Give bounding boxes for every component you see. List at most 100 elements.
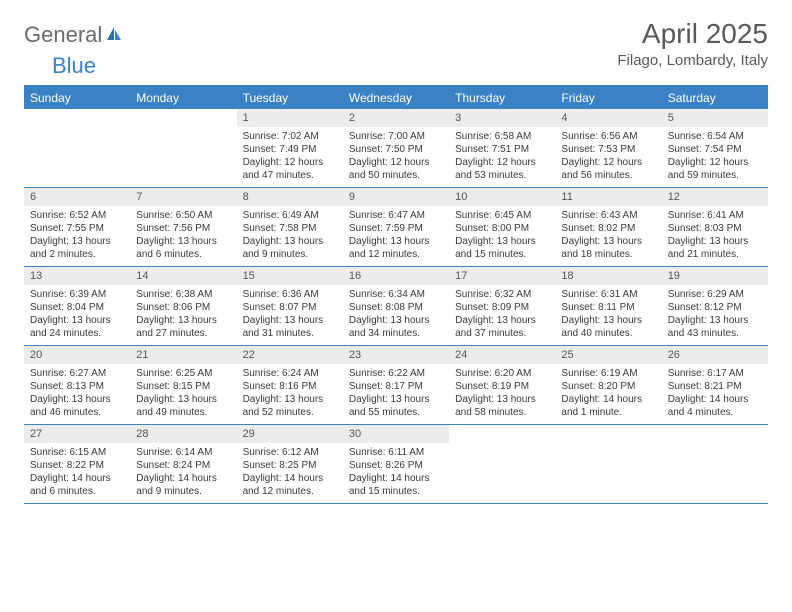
day1-text: Daylight: 13 hours [136,393,230,406]
day-body: Sunrise: 6:24 AMSunset: 8:16 PMDaylight:… [237,364,343,423]
sunrise-text: Sunrise: 6:17 AM [668,367,762,380]
day2-text: and 6 minutes. [30,485,124,498]
day-body: Sunrise: 7:00 AMSunset: 7:50 PMDaylight:… [343,127,449,186]
day-cell: 30Sunrise: 6:11 AMSunset: 8:26 PMDayligh… [343,425,449,503]
day1-text: Daylight: 13 hours [668,235,762,248]
dayname-friday: Friday [555,87,661,109]
sunrise-text: Sunrise: 6:56 AM [561,130,655,143]
day1-text: Daylight: 12 hours [561,156,655,169]
day-number: 17 [449,267,555,285]
day-cell: 4Sunrise: 6:56 AMSunset: 7:53 PMDaylight… [555,109,661,187]
day2-text: and 15 minutes. [455,248,549,261]
day-number: 4 [555,109,661,127]
day1-text: Daylight: 13 hours [30,314,124,327]
day1-text: Daylight: 13 hours [561,235,655,248]
day1-text: Daylight: 13 hours [455,393,549,406]
day-cell: 2Sunrise: 7:00 AMSunset: 7:50 PMDaylight… [343,109,449,187]
day1-text: Daylight: 14 hours [30,472,124,485]
day-body: Sunrise: 6:19 AMSunset: 8:20 PMDaylight:… [555,364,661,423]
sunset-text: Sunset: 8:00 PM [455,222,549,235]
day-number: 21 [130,346,236,364]
day2-text: and 24 minutes. [30,327,124,340]
sunrise-text: Sunrise: 6:43 AM [561,209,655,222]
day1-text: Daylight: 14 hours [349,472,443,485]
day1-text: Daylight: 13 hours [30,235,124,248]
week-row: 6Sunrise: 6:52 AMSunset: 7:55 PMDaylight… [24,188,768,267]
sunrise-text: Sunrise: 7:00 AM [349,130,443,143]
day1-text: Daylight: 13 hours [349,393,443,406]
day-body: Sunrise: 6:43 AMSunset: 8:02 PMDaylight:… [555,206,661,265]
day2-text: and 31 minutes. [243,327,337,340]
day2-text: and 12 minutes. [243,485,337,498]
sunrise-text: Sunrise: 6:39 AM [30,288,124,301]
day-cell: 12Sunrise: 6:41 AMSunset: 8:03 PMDayligh… [662,188,768,266]
day-body: Sunrise: 6:50 AMSunset: 7:56 PMDaylight:… [130,206,236,265]
dayname-saturday: Saturday [662,87,768,109]
sunrise-text: Sunrise: 6:31 AM [561,288,655,301]
day-body: Sunrise: 6:14 AMSunset: 8:24 PMDaylight:… [130,443,236,502]
day-cell: 24Sunrise: 6:20 AMSunset: 8:19 PMDayligh… [449,346,555,424]
sunset-text: Sunset: 8:07 PM [243,301,337,314]
day2-text: and 43 minutes. [668,327,762,340]
logo-sail-icon [105,25,123,48]
dayname-sunday: Sunday [24,87,130,109]
sunrise-text: Sunrise: 6:34 AM [349,288,443,301]
week-row: 20Sunrise: 6:27 AMSunset: 8:13 PMDayligh… [24,346,768,425]
day-cell: 28Sunrise: 6:14 AMSunset: 8:24 PMDayligh… [130,425,236,503]
sunset-text: Sunset: 7:51 PM [455,143,549,156]
dayname-wednesday: Wednesday [343,87,449,109]
day-body: Sunrise: 6:32 AMSunset: 8:09 PMDaylight:… [449,285,555,344]
day-number: 9 [343,188,449,206]
day-cell: 17Sunrise: 6:32 AMSunset: 8:09 PMDayligh… [449,267,555,345]
day-number: 22 [237,346,343,364]
sunrise-text: Sunrise: 6:32 AM [455,288,549,301]
day-number: 6 [24,188,130,206]
page-title: April 2025 [617,18,768,50]
sunset-text: Sunset: 7:49 PM [243,143,337,156]
day-number: 2 [343,109,449,127]
day-cell: 29Sunrise: 6:12 AMSunset: 8:25 PMDayligh… [237,425,343,503]
day-cell: 27Sunrise: 6:15 AMSunset: 8:22 PMDayligh… [24,425,130,503]
sunrise-text: Sunrise: 6:14 AM [136,446,230,459]
day-cell: 21Sunrise: 6:25 AMSunset: 8:15 PMDayligh… [130,346,236,424]
day2-text: and 21 minutes. [668,248,762,261]
location-subtitle: Filago, Lombardy, Italy [617,52,768,69]
day2-text: and 40 minutes. [561,327,655,340]
sunrise-text: Sunrise: 6:25 AM [136,367,230,380]
week-row: 1Sunrise: 7:02 AMSunset: 7:49 PMDaylight… [24,109,768,188]
day-cell: 25Sunrise: 6:19 AMSunset: 8:20 PMDayligh… [555,346,661,424]
blank-cell [24,109,130,187]
day-cell: 5Sunrise: 6:54 AMSunset: 7:54 PMDaylight… [662,109,768,187]
day-cell: 18Sunrise: 6:31 AMSunset: 8:11 PMDayligh… [555,267,661,345]
day-body: Sunrise: 6:22 AMSunset: 8:17 PMDaylight:… [343,364,449,423]
day-body: Sunrise: 6:56 AMSunset: 7:53 PMDaylight:… [555,127,661,186]
sunrise-text: Sunrise: 6:15 AM [30,446,124,459]
day-body: Sunrise: 6:17 AMSunset: 8:21 PMDaylight:… [662,364,768,423]
day1-text: Daylight: 13 hours [243,393,337,406]
sunset-text: Sunset: 8:02 PM [561,222,655,235]
sunrise-text: Sunrise: 6:49 AM [243,209,337,222]
day-cell: 11Sunrise: 6:43 AMSunset: 8:02 PMDayligh… [555,188,661,266]
sunset-text: Sunset: 8:04 PM [30,301,124,314]
blank-cell [555,425,661,503]
day-number: 11 [555,188,661,206]
sunrise-text: Sunrise: 6:20 AM [455,367,549,380]
day1-text: Daylight: 14 hours [668,393,762,406]
day-body: Sunrise: 6:15 AMSunset: 8:22 PMDaylight:… [24,443,130,502]
day-body: Sunrise: 6:52 AMSunset: 7:55 PMDaylight:… [24,206,130,265]
day-body: Sunrise: 6:36 AMSunset: 8:07 PMDaylight:… [237,285,343,344]
day1-text: Daylight: 13 hours [349,235,443,248]
sunrise-text: Sunrise: 6:45 AM [455,209,549,222]
sunset-text: Sunset: 7:59 PM [349,222,443,235]
day-cell: 8Sunrise: 6:49 AMSunset: 7:58 PMDaylight… [237,188,343,266]
day-body: Sunrise: 6:27 AMSunset: 8:13 PMDaylight:… [24,364,130,423]
day1-text: Daylight: 13 hours [561,314,655,327]
sunrise-text: Sunrise: 6:41 AM [668,209,762,222]
day1-text: Daylight: 13 hours [30,393,124,406]
day-cell: 22Sunrise: 6:24 AMSunset: 8:16 PMDayligh… [237,346,343,424]
sunrise-text: Sunrise: 6:24 AM [243,367,337,380]
day-cell: 16Sunrise: 6:34 AMSunset: 8:08 PMDayligh… [343,267,449,345]
sunrise-text: Sunrise: 6:54 AM [668,130,762,143]
sunset-text: Sunset: 7:58 PM [243,222,337,235]
day-body: Sunrise: 6:31 AMSunset: 8:11 PMDaylight:… [555,285,661,344]
